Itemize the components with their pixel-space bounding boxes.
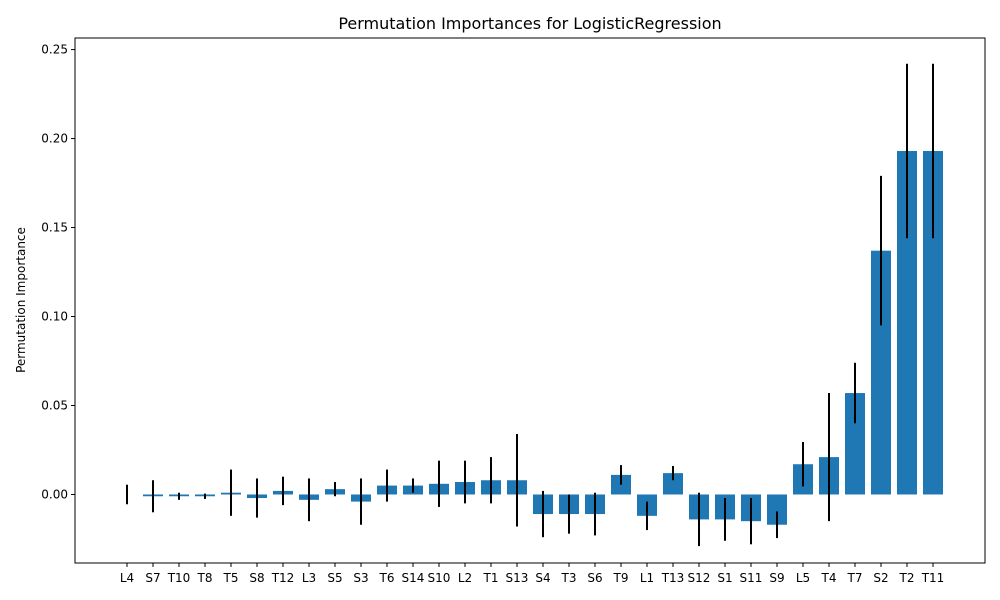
x-tick-label: T5 [223,571,239,585]
y-ticks-group: 0.00 0.05 0.10 0.15 0.20 0.25 [41,43,75,501]
x-tick-label: S1 [717,571,732,585]
x-tick-label: L5 [796,571,810,585]
x-tick-label: S5 [327,571,342,585]
x-tick-label: T11 [921,571,945,585]
x-ticks-group: L4 S7 T10 T8 T5 S8 T12 L3 S5 S3 T6 S14 S10 L2 T1 S13 S4 T… [120,563,944,585]
y-tick-label: 0.25 [41,43,68,57]
y-axis-label: Permutation Importance [14,227,28,373]
x-tick-label: T2 [899,571,915,585]
x-tick-label: S4 [535,571,550,585]
y-tick-label: 0.20 [41,132,68,146]
y-tick-label: 0.00 [41,487,68,501]
x-tick-label: T9 [613,571,629,585]
axes-frame [74,37,986,564]
x-tick-label: T8 [197,571,213,585]
x-tick-label: T13 [661,571,685,585]
bar-S9 [767,494,787,525]
x-tick-label: S8 [249,571,264,585]
x-tick-label: T6 [379,571,395,585]
x-tick-label: S9 [769,571,784,585]
error-bars-group [126,63,934,547]
y-tick-label: 0.10 [41,310,68,324]
x-tick-label: L4 [120,571,134,585]
x-tick-label: L3 [302,571,316,585]
x-tick-label: S6 [587,571,602,585]
x-tick-label: S14 [402,571,425,585]
bar-T13 [663,473,683,495]
x-tick-label: T3 [561,571,577,585]
x-tick-label: S10 [428,571,451,585]
x-tick-label: S13 [506,571,529,585]
bar-T2 [897,151,917,495]
chart-title: Permutation Importances for LogisticRegr… [338,14,721,33]
x-tick-label: T10 [167,571,191,585]
x-tick-label: S12 [688,571,711,585]
x-tick-label: S7 [145,571,160,585]
x-tick-label: T4 [821,571,837,585]
x-tick-label: S2 [873,571,888,585]
y-tick-label: 0.15 [41,221,68,235]
bar-S2 [871,250,891,495]
x-tick-label: L1 [640,571,654,585]
x-tick-label: T12 [271,571,295,585]
x-tick-label: L2 [458,571,472,585]
bar-T7 [845,393,865,495]
x-tick-label: T7 [847,571,863,585]
y-tick-label: 0.05 [41,399,68,413]
bar-T11 [923,151,943,495]
x-tick-label: S11 [740,571,763,585]
x-tick-label: S3 [353,571,368,585]
x-tick-label: T1 [483,571,499,585]
